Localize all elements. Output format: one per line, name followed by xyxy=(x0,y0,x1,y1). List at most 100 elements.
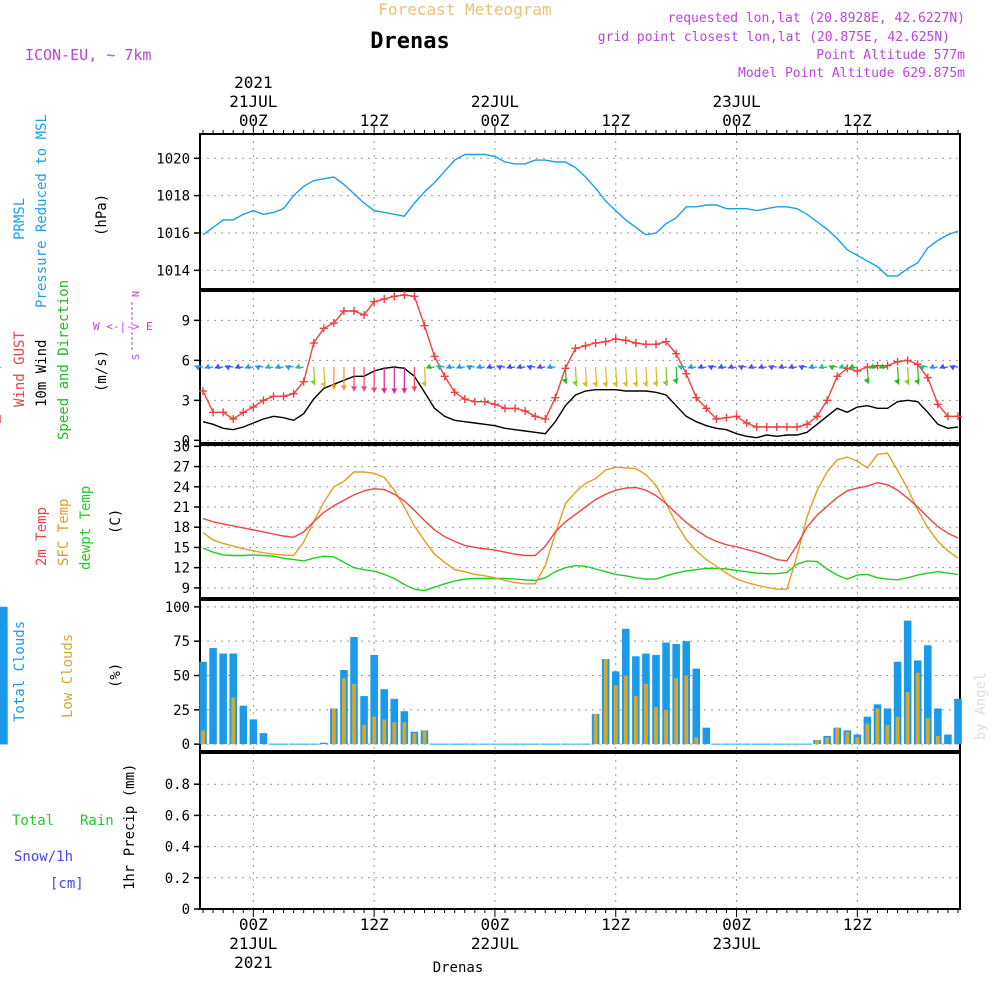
sfc-temp-label: SFC Temp xyxy=(56,499,72,566)
low-cloud-bar xyxy=(694,737,699,745)
wind-arrow-head xyxy=(330,384,337,390)
total-cloud-bar xyxy=(380,689,388,745)
panel-precip: 0 0.2 0.4 0.6 0.8 xyxy=(165,752,961,918)
total-cloud-bar xyxy=(390,698,399,745)
low-cloud-bar xyxy=(825,737,830,745)
wind-arrow-head xyxy=(476,363,483,370)
y-tick-label: 21 xyxy=(173,500,190,516)
dewpt-label: dewpt Temp xyxy=(78,486,94,570)
wind-arrow-head xyxy=(506,363,513,370)
temp2m-label: 2m Temp xyxy=(34,507,50,566)
x-tick-label-top: 12Z xyxy=(601,111,630,130)
wind-arrow-head xyxy=(672,378,679,384)
low-cloud-bar xyxy=(623,675,628,745)
wind-arrow-head xyxy=(929,363,936,370)
location-title: Drenas xyxy=(370,29,449,54)
wind-arrow-head xyxy=(904,379,910,385)
wind-arrow-head xyxy=(536,363,543,370)
panel-temperature: 9 12 15 18 21 24 27 30 xyxy=(173,439,961,599)
total-cloud-bar xyxy=(199,661,207,745)
low-cloud-bar xyxy=(201,730,205,745)
wind-arrow-head xyxy=(919,364,926,371)
total-cloud-bar xyxy=(249,719,258,745)
wind-arrow-head xyxy=(411,386,418,392)
y-tick-label: 3 xyxy=(182,393,190,409)
total-cloud-bar xyxy=(0,696,8,745)
x-tick-label-bottom: 00Z xyxy=(722,915,751,934)
x-tick-label-bottom: 12Z xyxy=(360,915,389,934)
x-tick-label-bottom: 22JUL xyxy=(471,934,519,953)
total-cloud-bar xyxy=(0,627,8,745)
low-cloud-bar xyxy=(422,730,427,745)
point-altitude: Point Altitude 577m xyxy=(816,48,965,63)
low-cloud-bar xyxy=(674,678,679,745)
y-tick-label: 1020 xyxy=(156,151,190,167)
x-tick-label-bottom: 21JUL xyxy=(229,934,277,953)
y-tick-label: 18 xyxy=(173,520,190,536)
low-cloud-bar xyxy=(855,737,860,745)
wind-arrow-head xyxy=(697,363,704,370)
low-cloud-bar xyxy=(654,707,658,745)
y-tick-label: 12 xyxy=(173,561,190,577)
wind-arrow-head xyxy=(234,363,241,370)
precip-unit: 1hr Precip (mm) xyxy=(122,764,138,890)
wind-arrow-head xyxy=(214,363,221,370)
y-tick-label: 0.2 xyxy=(165,871,190,887)
y-tick-label: 27 xyxy=(173,460,190,476)
temp-unit: (C) xyxy=(108,509,124,534)
wind-arrow-head xyxy=(828,364,835,371)
y-tick-label: 24 xyxy=(173,480,190,496)
total-cloud-bar xyxy=(692,668,701,745)
wind-10m-label: 10m Wind xyxy=(34,340,50,407)
low-cloud-bar xyxy=(231,697,236,745)
rain-label: Rain xyxy=(80,813,114,829)
x-tick-label-top: 22JUL xyxy=(471,92,519,111)
compass-we: W <-|-> E xyxy=(93,320,153,333)
y-tick-label: 100 xyxy=(165,600,190,616)
wind-arrow-head xyxy=(456,363,463,370)
y-tick-label: 1018 xyxy=(156,189,190,205)
pressure-label: Pressure Reduced to MSL xyxy=(34,114,50,308)
snow-label: Snow/1h xyxy=(14,849,73,865)
wind-arrow-head xyxy=(662,380,669,386)
wind-arrow-head xyxy=(612,381,618,388)
wind-arrow-head xyxy=(818,363,825,370)
low-cloud-bar xyxy=(392,722,397,745)
wind-arrow-head xyxy=(758,363,764,370)
total-cloud-bar xyxy=(360,696,368,745)
pressure-line xyxy=(202,153,959,277)
total-clouds-label: Total Clouds xyxy=(12,621,28,722)
y-tick-label: 0.4 xyxy=(165,840,190,856)
x-tick-label-top: 00Z xyxy=(722,111,751,130)
wind-arrow-head xyxy=(546,363,553,370)
wind-arrow-head xyxy=(371,387,378,393)
panels: 1014101610181020036991215182124273002550… xyxy=(0,133,962,918)
low-cloud-bar xyxy=(905,691,910,745)
low-cloud-bar xyxy=(845,731,850,745)
wind-gust-line xyxy=(202,294,958,428)
low-cloud-bar xyxy=(342,678,346,745)
total-cloud-bar xyxy=(370,654,378,745)
y-tick-label: 0.6 xyxy=(165,808,190,824)
y-tick-label: 25 xyxy=(173,703,190,719)
wind-arrow-head xyxy=(622,381,628,387)
compass-rose: N W <-|-> E S xyxy=(93,291,153,360)
wind-arrow-head xyxy=(848,363,855,370)
y-tick-label: 0 xyxy=(182,902,190,918)
panel-pressure: 1014 1016 1018 1020 xyxy=(156,133,961,290)
requested-coords: requested lon,lat (20.8928E, 42.6227N) xyxy=(668,11,965,26)
wind-arrow-head xyxy=(204,363,211,370)
total-cloud-bar xyxy=(320,742,328,745)
total-cloud-bar xyxy=(652,654,660,745)
y-tick-label: 50 xyxy=(173,669,190,685)
model-label: ICON-EU, ~ 7km xyxy=(25,46,151,64)
wind-arrow-head xyxy=(778,363,785,370)
low-cloud-bar xyxy=(402,722,407,745)
low-cloud-bar xyxy=(885,724,890,745)
low-cloud-bar xyxy=(895,716,900,745)
grid-point-coords: grid point closest lon,lat (20.875E, 42.… xyxy=(598,30,950,45)
wind-arrow-head xyxy=(446,363,452,370)
chart-title: Forecast Meteogram xyxy=(378,0,551,19)
y-tick-label: 0.8 xyxy=(165,777,190,793)
x-tick-label-bottom: 2021 xyxy=(234,953,273,972)
